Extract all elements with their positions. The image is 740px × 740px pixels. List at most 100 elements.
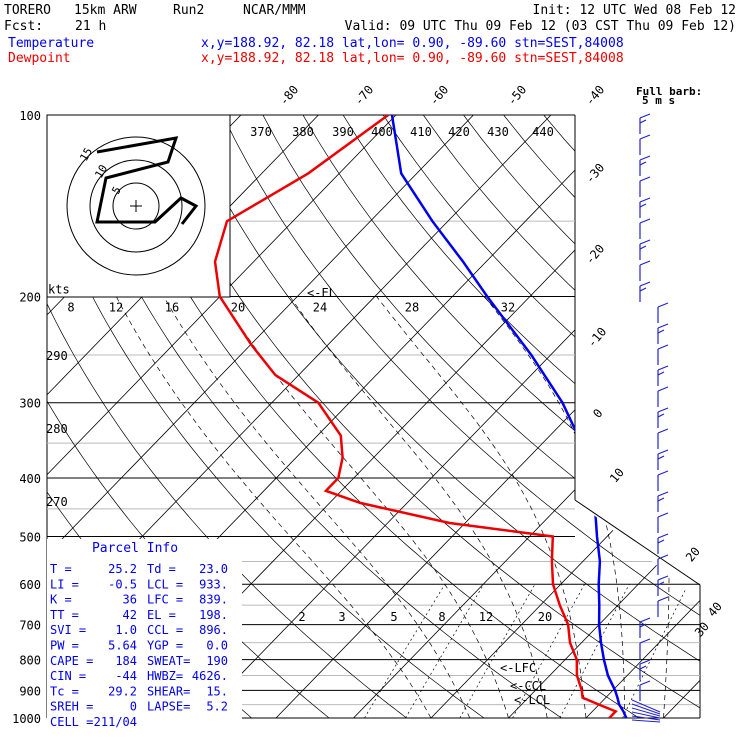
wind-scale-label: 12 (109, 301, 123, 315)
parcel-info-label: Td = (147, 562, 176, 576)
wind-scale-label: 28 (405, 301, 419, 315)
hodograph-ring-label: 10 (92, 163, 110, 181)
temperature-tick-label: -20 (583, 242, 608, 268)
wind-scale-label: 24 (313, 301, 327, 315)
mixing-ratio-label: 2 (298, 610, 305, 624)
temperature-tick-label: -40 (583, 83, 608, 109)
parcel-info-value: 211/04 (94, 715, 137, 729)
dry-adiabat (61, 115, 581, 718)
wind-barb-flag (657, 449, 669, 455)
wind-barb-flag (639, 155, 651, 161)
wind-scale-label: 20 (231, 301, 245, 315)
parcel-info-background (47, 539, 242, 720)
full-barb-label: Full barb: (636, 85, 702, 98)
parcel-info-label: EL = (147, 608, 176, 622)
parcel-info-value: 1.0 (115, 623, 137, 637)
parcel-info-label: LI = (50, 577, 79, 591)
wind-barb-flag (657, 428, 669, 434)
parcel-info-label: LCL = (147, 577, 183, 591)
dry-adiabat (182, 115, 700, 718)
parcel-info-label: PW = (50, 639, 79, 653)
wind-barb-flag (657, 344, 669, 350)
wind-barb-flag (657, 581, 665, 586)
pressure-label: 200 (19, 291, 41, 305)
dry-adiabat (262, 115, 700, 718)
temperature-tick-label: -10 (585, 325, 610, 351)
mixing-ratio-line (559, 584, 630, 718)
isotherm-line (47, 115, 474, 718)
wind-barb-flag (657, 323, 669, 329)
parcel-info-value: 15. (206, 684, 228, 698)
isotherm-line (585, 115, 700, 718)
hodograph-trace (95, 136, 199, 225)
dry-adiabat (302, 115, 700, 718)
parcel-info-label: LAPSE= (147, 700, 190, 714)
dry-adiabat (222, 115, 700, 718)
temperature-tick-label: 40 (705, 599, 725, 619)
parcel-info-value: 23.0 (199, 562, 228, 576)
wind-barb-flag (657, 407, 669, 413)
mixing-ratio-label: 20 (538, 610, 552, 624)
dry-adiabat (382, 115, 700, 718)
hodograph-ring (66, 136, 206, 276)
moist-adiabat (702, 297, 729, 719)
wind-barb-flag (639, 161, 647, 166)
mixing-ratio-label: 8 (438, 610, 445, 624)
wind-barb-flag (657, 371, 665, 376)
wind-scale-label: 8 (67, 301, 74, 315)
parcel-info-value: -44 (115, 669, 137, 683)
wind-barb-flag (639, 197, 651, 203)
dry-adiabat (142, 115, 700, 718)
el-marker: <-EL (307, 286, 336, 300)
wind-barb-flag (639, 680, 651, 686)
wind-barb-flag (639, 665, 647, 670)
wind-barb-flag (657, 470, 669, 476)
theta-side-label: 280 (46, 422, 68, 436)
lfc-marker: <-LFC (500, 661, 536, 675)
parcel-info-label: Tc = (50, 684, 79, 698)
dry-adiabat (704, 115, 740, 731)
wind-barb-flag (657, 329, 665, 334)
source-label: NCAR/MMM (243, 3, 306, 18)
lcl-marker: <-LCL (514, 693, 550, 707)
legend-temperature: Temperature (8, 36, 94, 51)
parcel-info-label: SVI = (50, 623, 86, 637)
parcel-info-label: K = (50, 593, 72, 607)
mixing-ratio-line (622, 584, 689, 718)
wind-barb-flag (657, 539, 665, 544)
parcel-info-label: YGP = (147, 639, 183, 653)
temperature-tick-label: -80 (277, 83, 302, 109)
parcel-info-value: 29.2 (108, 684, 137, 698)
fcst-label: Fcst: (4, 19, 43, 34)
wind-scale-label: 32 (501, 301, 515, 315)
wind-barb-flag (639, 260, 651, 266)
wind-barb-flag (657, 491, 669, 497)
wind-barb-flag (631, 711, 661, 719)
wind-barb-flag (657, 413, 665, 418)
temperature-tick-label: 20 (683, 544, 703, 564)
right-axis-step (574, 499, 701, 718)
wind-barb-flag (639, 623, 647, 628)
wind-barb-flag (639, 281, 651, 287)
dewpoint-profile (213, 115, 618, 718)
hodograph-ring (89, 159, 183, 253)
wind-barb-flag (657, 386, 669, 392)
profile-layer (213, 115, 628, 718)
isotherm-line (353, 115, 700, 718)
full-barb-units: 5 m s (642, 94, 675, 107)
parcel-info-value: 5.64 (108, 639, 137, 653)
mixing-ratio-label: 3 (338, 610, 345, 624)
parcel-info-value: 184 (115, 654, 137, 668)
mixing-ratio-line (459, 584, 536, 718)
temperature-tick-label: -60 (427, 83, 452, 109)
parcel-info-label: LFC = (147, 593, 183, 607)
grid-res: 15km ARW (74, 3, 137, 18)
parcel-info-label: CAPE = (50, 654, 93, 668)
isotherm-line (430, 115, 700, 718)
wind-barb-flag (639, 176, 651, 182)
temperature-profile (390, 115, 628, 718)
pressure-label: 400 (19, 472, 41, 486)
wind-barb-flag (639, 239, 651, 245)
